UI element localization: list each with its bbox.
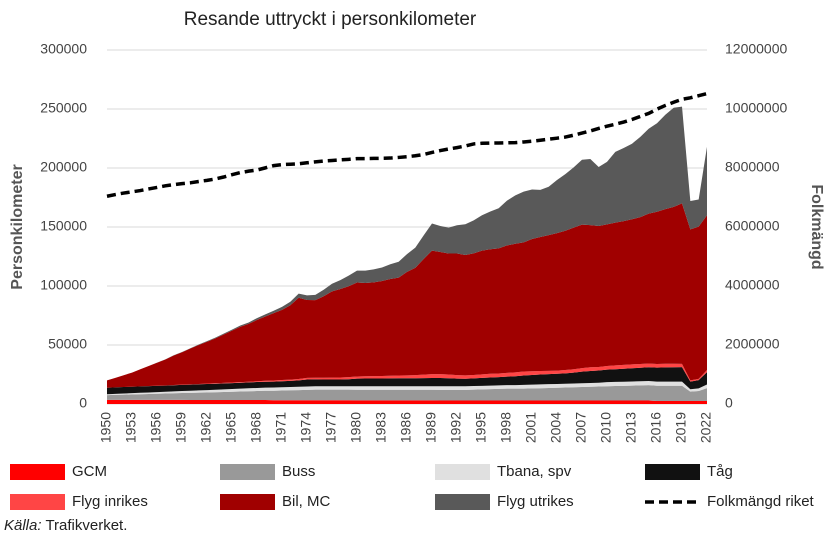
x-tick-label: 1980	[348, 412, 364, 443]
x-tick-label: 2010	[598, 412, 614, 443]
y-axis-label: Personkilometer	[9, 164, 26, 289]
legend-swatch	[435, 464, 490, 480]
legend-label: GCM	[72, 463, 107, 480]
area	[107, 367, 707, 395]
y2-tick-label: 6000000	[725, 218, 780, 234]
x-tick-label: 2019	[673, 412, 689, 443]
x-tick-label: 1989	[423, 412, 439, 443]
legend-label: Tbana, spv	[497, 463, 572, 480]
y2-tick-label: 4000000	[725, 277, 780, 293]
x-tick-label: 2004	[548, 412, 564, 443]
x-tick-label: 1959	[173, 412, 189, 443]
y2-tick-label: 10000000	[725, 100, 788, 116]
legend-swatch	[435, 494, 490, 510]
y-tick-label: 250000	[40, 100, 87, 116]
legend-label: Flyg utrikes	[497, 493, 574, 510]
x-tick-label: 1995	[473, 412, 489, 443]
y2-tick-label: 2000000	[725, 336, 780, 352]
x-tick-label: 1956	[148, 412, 164, 443]
x-tick-label: 1983	[373, 412, 389, 443]
legend-label: Tåg	[707, 463, 733, 480]
x-tick-label: 1977	[323, 412, 339, 443]
source-label: Källa:	[4, 517, 42, 534]
line	[106, 91, 708, 198]
x-tick-label: 1950	[98, 412, 114, 443]
legend-label: Bil, MC	[282, 493, 331, 510]
legend-label: Folkmängd riket	[707, 493, 815, 510]
legend-swatch	[645, 464, 700, 480]
y-tick-label: 0	[79, 395, 87, 411]
x-tick-label: 1971	[273, 412, 289, 443]
legend-swatch	[220, 494, 275, 510]
y-tick-label: 50000	[48, 336, 87, 352]
legend-label: Buss	[282, 463, 315, 480]
legend-swatch	[10, 494, 65, 510]
y2-tick-label: 12000000	[725, 41, 788, 57]
area	[107, 363, 707, 388]
y2-tick-label: 0	[725, 395, 733, 411]
x-tick-label: 1953	[123, 412, 139, 443]
chart-title: Resande uttryckt i personkilometer	[184, 9, 477, 30]
y-tick-label: 300000	[40, 41, 87, 57]
x-tick-label: 1992	[448, 412, 464, 443]
x-tick-label: 1962	[198, 412, 214, 443]
source-text: Trafikverket.	[45, 517, 127, 534]
source: Källa: Trafikverket.	[4, 517, 127, 534]
x-tick-label: 1998	[498, 412, 514, 443]
x-tick-label: 2022	[698, 412, 714, 443]
y2-axis-label: Folkmängd	[808, 184, 825, 269]
y2-tick-label: 8000000	[725, 159, 780, 175]
area	[107, 399, 707, 404]
x-tick-label: 1968	[248, 412, 264, 443]
x-tick-label: 1974	[298, 412, 314, 443]
x-tick-label: 2013	[623, 412, 639, 443]
x-tick-label: 2007	[573, 412, 589, 443]
legend-label: Flyg inrikes	[72, 493, 148, 510]
area	[107, 385, 707, 402]
area	[107, 106, 707, 381]
x-tick-label: 1986	[398, 412, 414, 443]
x-tick-label: 1965	[223, 412, 239, 443]
area	[107, 203, 707, 388]
y-tick-label: 150000	[40, 218, 87, 234]
legend-swatch	[10, 464, 65, 480]
y-tick-label: 200000	[40, 159, 87, 175]
y-tick-label: 100000	[40, 277, 87, 293]
x-tick-label: 2016	[648, 412, 664, 443]
legend-swatch	[220, 464, 275, 480]
area	[107, 380, 707, 396]
x-tick-label: 2001	[523, 412, 539, 443]
